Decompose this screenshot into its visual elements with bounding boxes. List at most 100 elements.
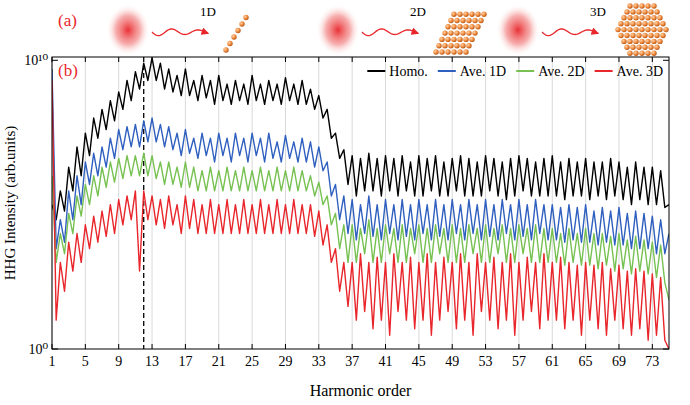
x-tick [418,344,419,349]
grid-line [285,57,286,349]
atom [460,30,465,35]
x-tick-label: 73 [645,354,659,369]
atom [657,15,662,20]
legend-swatch [367,70,385,72]
legend-label: Ave. 2D [538,64,584,79]
x-tick [552,57,553,62]
atom [657,39,662,44]
atom [463,12,468,17]
atom [457,12,462,17]
legend-label: Ave. 3D [617,64,663,79]
x-tick [652,57,653,62]
atom [475,24,480,29]
atom [227,41,232,46]
grid-line [618,57,619,349]
x-tick-label: 33 [312,354,326,369]
atom [466,43,471,48]
x-tick [518,344,519,349]
x-tick [518,57,519,62]
atom [472,18,477,23]
atom [463,24,468,29]
x-tick [252,344,253,349]
atom [451,37,456,42]
atom [639,27,644,32]
atom [663,27,668,32]
atom [618,21,623,26]
x-tick [418,57,419,62]
atom [648,33,653,38]
grid-line [85,57,86,349]
x-tick-label: 13 [145,354,159,369]
x-tick [152,344,153,349]
x-tick [552,344,553,349]
illustration-label: 2D [410,4,426,19]
atom [472,30,477,35]
atom [651,39,656,44]
panel-label: (a) [58,11,77,30]
grid-line [652,57,653,349]
y-axis-title: HHG Intensity (arb.units) [2,126,19,281]
legend-item: Ave. 1D [438,64,506,79]
grid-line [252,57,253,349]
atom [630,45,635,50]
atom [633,27,638,32]
x-tick-label: 45 [412,354,426,369]
x-tick [485,57,486,62]
x-tick [152,57,153,62]
atom [654,9,659,14]
legend-item: Ave. 2D [516,64,584,79]
x-tick-label: 49 [445,354,459,369]
plot-background [52,57,669,349]
atom [639,39,644,44]
atom [627,27,632,32]
illustration-label: 3D [590,4,606,19]
atom [654,33,659,38]
illustration-label: 1D [200,4,216,19]
atom [231,34,236,39]
atom [633,3,638,8]
x-tick [485,344,486,349]
atom [624,33,629,38]
x-tick [452,344,453,349]
atom [633,39,638,44]
atom [630,9,635,14]
atom [624,45,629,50]
atom [621,15,626,20]
atom [436,43,441,48]
atom [645,15,650,20]
x-tick [118,344,119,349]
x-tick [585,57,586,62]
x-tick-label: 29 [278,354,292,369]
legend-swatch [595,70,613,72]
y-tick [663,349,669,350]
legend-item: Homo. [367,64,428,79]
illustration-item: 2D [316,4,487,56]
x-tick-label: 25 [245,354,259,369]
series-line [52,80,669,349]
atom [454,43,459,48]
atom [648,45,653,50]
x-tick [185,344,186,349]
atom [624,21,629,26]
legend-label: Homo. [389,64,428,79]
atom [636,21,641,26]
x-tick [252,57,253,62]
atom [618,33,623,38]
atom [648,9,653,14]
atom [439,37,444,42]
atom [657,27,662,32]
y-tick-label: 10⁰ [28,342,48,357]
atom [642,33,647,38]
atom [654,45,659,50]
x-tick [52,57,53,62]
wave-arrow [362,29,418,36]
wave-arrow [542,29,598,36]
illustration-item: 3D [496,3,669,56]
atom [478,18,483,23]
atom [460,18,465,23]
legend-swatch [438,70,456,72]
atom [457,24,462,29]
x-tick-label: 37 [345,354,359,369]
atom [627,51,632,56]
grid-line [218,57,219,349]
